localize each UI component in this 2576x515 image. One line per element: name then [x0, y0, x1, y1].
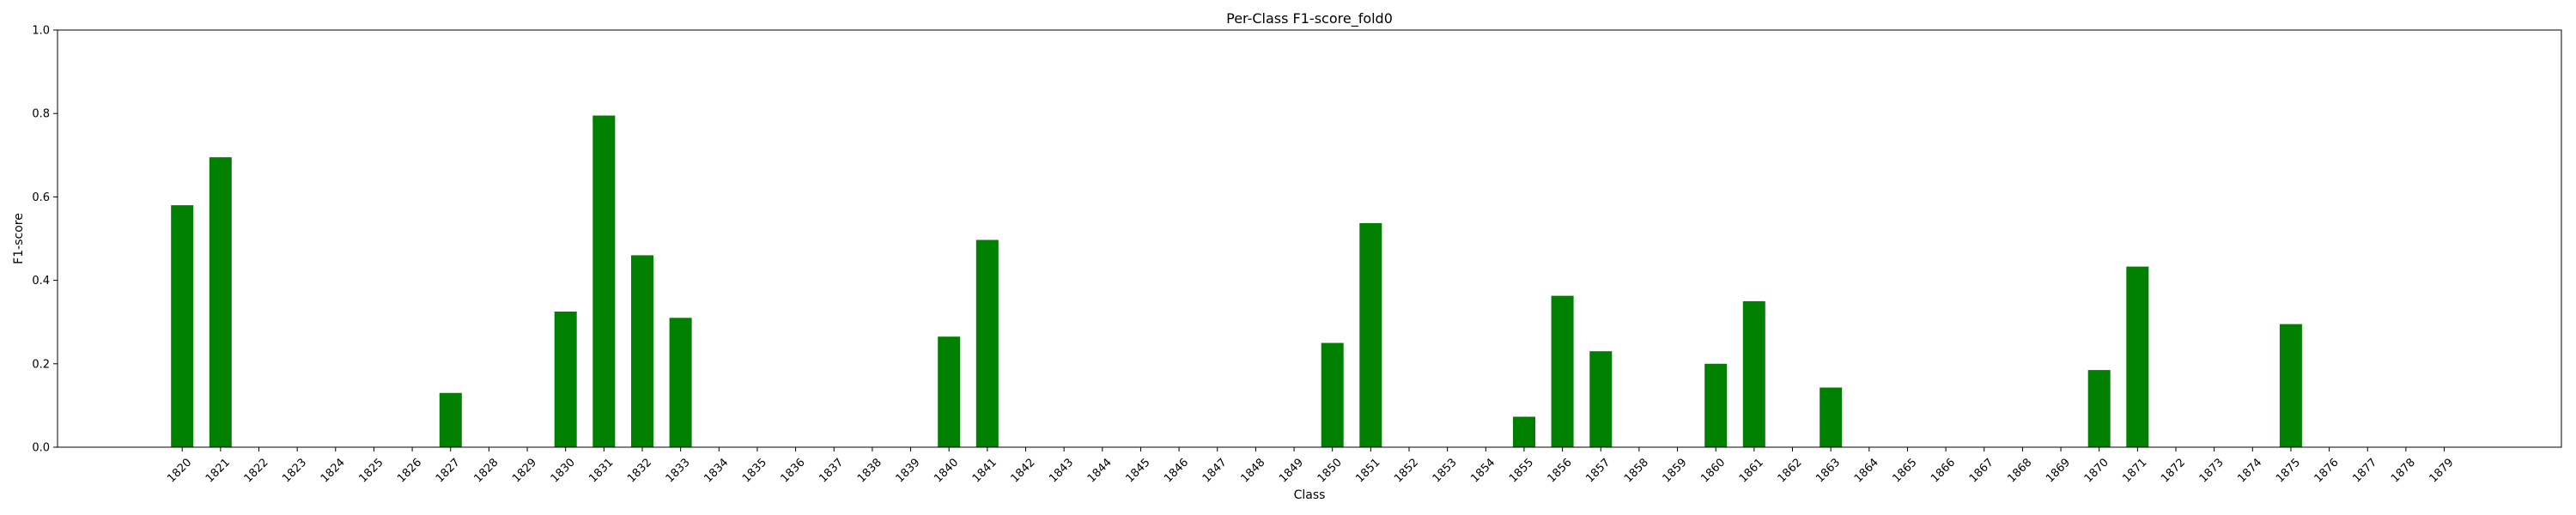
x-tick-label: 1833: [664, 456, 693, 485]
x-tick-label: 1855: [1507, 456, 1536, 485]
x-tick-label: 1829: [510, 456, 539, 485]
bar-1870: [2087, 370, 2111, 447]
x-tick-label: 1869: [2044, 456, 2073, 485]
x-tick-label: 1823: [280, 456, 309, 485]
x-tick-label: 1830: [549, 456, 578, 485]
bar-1840: [938, 336, 961, 447]
x-tick-label: 1824: [319, 456, 348, 485]
x-tick-label: 1840: [932, 456, 961, 485]
x-tick-label: 1871: [2120, 456, 2149, 485]
x-tick-label: 1839: [894, 456, 923, 485]
x-tick-label: 1851: [1353, 456, 1382, 485]
x-tick-label: 1844: [1085, 456, 1115, 485]
x-tick-label: 1850: [1315, 456, 1345, 485]
x-tick-label: 1873: [2197, 456, 2227, 485]
y-axis: 0.0 0.2 0.4 0.6 0.8 1.0: [32, 25, 58, 455]
bar-1821: [209, 157, 232, 447]
x-tick-label: 1863: [1814, 456, 1843, 485]
x-tick-label: 1822: [242, 456, 271, 485]
x-axis-label: Class: [1294, 488, 1326, 502]
y-tick-label: 1.0: [32, 25, 50, 38]
bar-1851: [1359, 223, 1382, 447]
x-tick-label: 1864: [1852, 456, 1881, 485]
bar-1827: [439, 392, 462, 447]
x-tick-label: 1820: [165, 456, 194, 485]
y-tick-label: 0.4: [32, 275, 50, 288]
bar-1857: [1589, 351, 1613, 447]
bar-1820: [171, 205, 194, 447]
x-tick-label: 1841: [970, 456, 999, 485]
x-tick-label: 1878: [2389, 456, 2418, 485]
x-tick-label: 1843: [1047, 456, 1076, 485]
x-tick-label: 1857: [1583, 456, 1613, 485]
bar-1863: [1820, 387, 1843, 447]
x-tick-label: 1831: [586, 456, 616, 485]
x-tick-label: 1826: [395, 456, 424, 485]
bar-1832: [631, 255, 653, 447]
x-tick-label: 1859: [1661, 456, 1690, 485]
x-tick-label: 1856: [1546, 456, 1575, 485]
x-tick-label: 1858: [1622, 456, 1651, 485]
bar-1850: [1321, 342, 1344, 447]
bar-1856: [1551, 295, 1574, 447]
x-tick-label: 1875: [2274, 456, 2303, 485]
bar-1875: [2279, 324, 2302, 447]
x-tick-label: 1862: [1776, 456, 1805, 485]
y-axis-label: F1-score: [12, 213, 26, 264]
x-tick-label: 1846: [1162, 456, 1191, 485]
bar-1860: [1704, 363, 1728, 447]
x-tick-label: 1827: [434, 456, 463, 485]
x-tick-label: 1838: [855, 456, 884, 485]
x-tick-label: 1860: [1698, 456, 1728, 485]
x-tick-label: 1865: [1890, 456, 1919, 485]
x-tick-label: 1867: [1967, 456, 1996, 485]
y-tick-label: 0.2: [32, 358, 50, 371]
chart-title: Per-Class F1-score_fold0: [1226, 10, 1393, 27]
bar-1841: [975, 239, 999, 447]
bar-1833: [669, 318, 692, 447]
x-tick-label: 1868: [2005, 456, 2034, 485]
x-tick-label: 1876: [2312, 456, 2342, 485]
x-axis: 1820 1821 1822 1823 1824 1825 1826 1827 1828 1829…: [165, 447, 2457, 485]
x-tick-label: 1847: [1200, 456, 1230, 485]
x-tick-label: 1870: [2082, 456, 2111, 485]
x-tick-label: 1848: [1238, 456, 1267, 485]
bar-1831: [592, 115, 616, 447]
x-tick-label: 1849: [1277, 456, 1306, 485]
x-tick-label: 1832: [625, 456, 654, 485]
x-tick-label: 1879: [2427, 456, 2457, 485]
bar-1830: [554, 312, 577, 447]
y-tick-label: 0.0: [32, 442, 50, 455]
bars-group: [171, 115, 2302, 447]
x-tick-label: 1836: [779, 456, 808, 485]
x-tick-label: 1874: [2235, 456, 2264, 485]
x-tick-label: 1837: [817, 456, 846, 485]
x-tick-label: 1828: [471, 456, 501, 485]
x-tick-label: 1853: [1431, 456, 1460, 485]
x-tick-label: 1821: [204, 456, 233, 485]
bar-1861: [1742, 300, 1765, 447]
x-tick-label: 1861: [1737, 456, 1766, 485]
x-tick-label: 1845: [1123, 456, 1152, 485]
x-tick-label: 1872: [2159, 456, 2188, 485]
x-tick-label: 1852: [1392, 456, 1421, 485]
x-tick-label: 1866: [1929, 456, 1958, 485]
x-tick-label: 1834: [702, 456, 731, 485]
x-tick-label: 1854: [1468, 456, 1498, 485]
x-tick-label: 1877: [2350, 456, 2379, 485]
x-tick-label: 1842: [1009, 456, 1038, 485]
bar-1871: [2126, 266, 2149, 447]
y-tick-label: 0.8: [32, 108, 50, 121]
y-tick-label: 0.6: [32, 191, 50, 204]
plot-frame: [57, 29, 2562, 448]
bar-1855: [1513, 416, 1535, 447]
x-tick-label: 1835: [740, 456, 769, 485]
x-tick-label: 1825: [356, 456, 386, 485]
